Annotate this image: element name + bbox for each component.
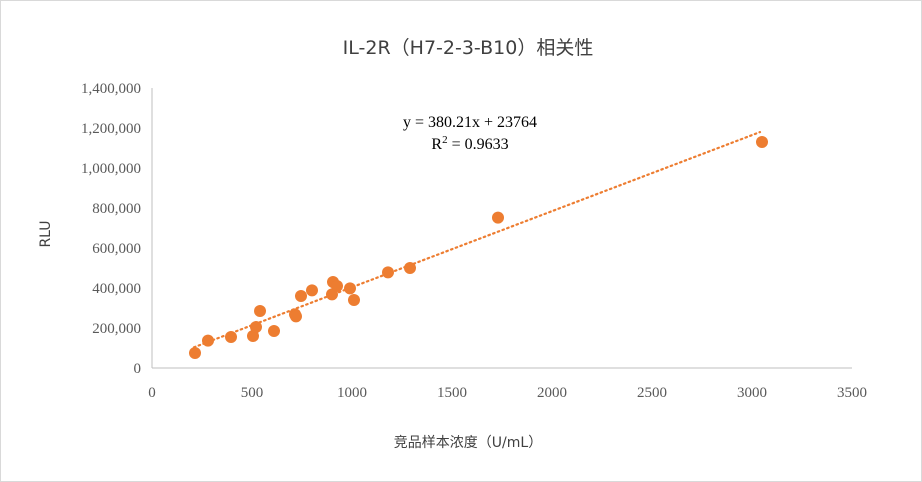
- trendline: [192, 130, 762, 349]
- data-point: [756, 136, 768, 148]
- data-point: [382, 266, 394, 279]
- data-point: [404, 262, 416, 274]
- y-tick-label: 1,400,000: [81, 81, 141, 97]
- data-points: [189, 136, 768, 359]
- y-axis-label: RLU: [38, 220, 54, 247]
- x-tick-label: 3500: [837, 385, 867, 401]
- y-tick-label: 1,200,000: [81, 121, 141, 137]
- data-point: [254, 305, 266, 317]
- trendline-group: [192, 130, 762, 349]
- x-tick-label: 500: [241, 385, 264, 401]
- y-tick-labels: 0 200,000 400,000 600,000 800,000 1,000,000 1,…: [81, 81, 141, 377]
- data-point: [189, 347, 201, 359]
- chart-title: IL-2R（H7-2-3-B10）相关性: [343, 37, 594, 59]
- y-tick-label: 200,000: [92, 321, 141, 337]
- x-tick-label: 2000: [537, 385, 567, 401]
- x-tick-label: 3000: [737, 385, 767, 401]
- x-axis-label: 竞品样本浓度（U/mL）: [394, 434, 542, 451]
- trendline-equation: y = 380.21x + 23764: [403, 114, 537, 131]
- y-tick-label: 800,000: [92, 201, 141, 217]
- data-point: [268, 325, 280, 337]
- data-point: [295, 290, 307, 302]
- y-tick-label: 0: [134, 361, 142, 377]
- x-tick-label: 1000: [337, 385, 367, 401]
- x-tick-label: 2500: [637, 385, 667, 401]
- data-point: [225, 331, 237, 343]
- r-squared-superscript: 2: [442, 134, 448, 146]
- data-point: [202, 334, 214, 347]
- data-point: [331, 280, 343, 292]
- r-squared-value: = 0.9633: [448, 136, 509, 153]
- y-tick-label: 600,000: [92, 241, 141, 257]
- r-squared-symbol: R: [431, 136, 442, 153]
- data-point: [492, 211, 504, 224]
- x-tick-label: 0: [148, 385, 156, 401]
- data-point: [344, 282, 356, 295]
- data-point: [250, 321, 262, 333]
- data-point: [290, 310, 302, 323]
- x-tick-labels: 0 500 1000 1500 2000 2500 3000 3500: [148, 385, 867, 401]
- y-tick-label: 400,000: [92, 281, 141, 297]
- data-point: [348, 294, 360, 306]
- y-tick-label: 1,000,000: [81, 161, 141, 177]
- data-point: [306, 284, 318, 297]
- r-squared-label: R2 = 0.9633: [431, 134, 508, 153]
- x-tick-label: 1500: [437, 385, 467, 401]
